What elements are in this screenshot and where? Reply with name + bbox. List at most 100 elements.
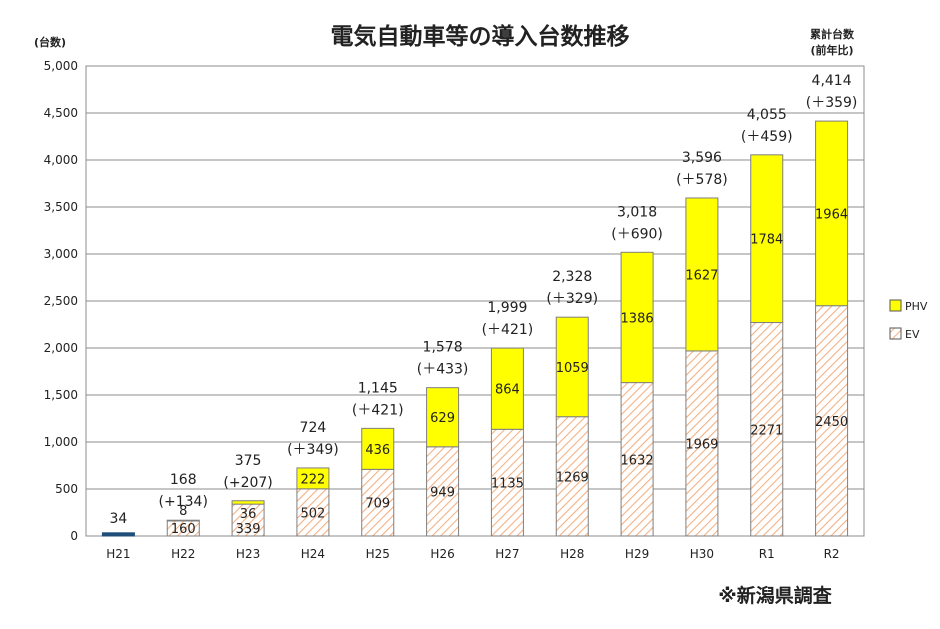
source-note: ※新潟県調査 bbox=[718, 584, 832, 607]
x-tick-label: H23 bbox=[236, 547, 260, 561]
phv-value-label: 864 bbox=[495, 383, 520, 398]
legend-label-ev: EV bbox=[905, 328, 920, 341]
chart-title: 電気自動車等の導入台数推移 bbox=[331, 23, 630, 50]
change-label: (＋459) bbox=[741, 129, 793, 145]
bar-ev bbox=[555, 416, 589, 537]
x-tick-label: H28 bbox=[560, 547, 584, 561]
bar-ev bbox=[750, 322, 784, 537]
phv-value-label: 1386 bbox=[621, 311, 654, 326]
total-label: 2,328 bbox=[552, 269, 592, 285]
total-label: 375 bbox=[235, 453, 262, 469]
bar-ev bbox=[296, 488, 330, 537]
y-tick-label: 3,500 bbox=[44, 200, 78, 214]
corner-label-line1: 累計台数 bbox=[810, 27, 855, 41]
change-label: (＋349) bbox=[287, 442, 339, 458]
corner-label-line2: (前年比) bbox=[810, 43, 853, 57]
total-label: 34 bbox=[110, 511, 128, 527]
total-label: 1,145 bbox=[358, 380, 398, 396]
y-tick-label: 0 bbox=[70, 529, 78, 543]
ev-value-label: 339 bbox=[236, 522, 261, 537]
ev-value-label: 1632 bbox=[621, 453, 654, 468]
ev-value-label: 709 bbox=[365, 497, 390, 512]
ev-value-label: 2271 bbox=[750, 423, 783, 438]
bar-phv bbox=[296, 467, 330, 490]
legend: PHV EV bbox=[889, 299, 928, 341]
change-label: (+134) bbox=[159, 494, 208, 510]
ev-value-label: 1269 bbox=[556, 470, 589, 485]
x-tick-label: H22 bbox=[171, 547, 195, 561]
x-tick-label: R2 bbox=[824, 547, 840, 561]
x-tick-label: R1 bbox=[759, 547, 775, 561]
x-tick-label: H30 bbox=[690, 547, 714, 561]
y-tick-label: 2,000 bbox=[44, 341, 78, 355]
change-label: (+207) bbox=[223, 475, 272, 491]
ev-value-label: 2450 bbox=[815, 415, 848, 430]
total-label: 4,414 bbox=[812, 73, 852, 89]
change-label: (＋421) bbox=[482, 322, 534, 338]
bar-phv bbox=[620, 251, 654, 384]
ev-value-label: 1135 bbox=[491, 477, 524, 492]
y-tick-label: 4,500 bbox=[44, 106, 78, 120]
bars bbox=[101, 120, 849, 537]
phv-value-label: 8 bbox=[179, 504, 187, 519]
change-label: (＋329) bbox=[546, 291, 598, 307]
bar-phv bbox=[815, 120, 849, 307]
axes bbox=[85, 65, 865, 537]
y-tick-label: 1,500 bbox=[44, 388, 78, 402]
bar-phv bbox=[361, 427, 395, 470]
phv-value-label: 1964 bbox=[815, 207, 848, 222]
change-label: (＋421) bbox=[352, 402, 404, 418]
x-tick-label: H27 bbox=[495, 547, 519, 561]
y-tick-label: 5,000 bbox=[44, 59, 78, 73]
x-tick-label: H25 bbox=[366, 547, 390, 561]
total-label: 1,999 bbox=[487, 300, 527, 316]
bar-phv bbox=[685, 197, 719, 352]
bar-ev bbox=[620, 382, 654, 537]
change-label: (＋578) bbox=[676, 172, 728, 188]
y-tick-label: 500 bbox=[55, 482, 78, 496]
x-tick-label: H26 bbox=[430, 547, 454, 561]
ev-value-label: 949 bbox=[430, 485, 455, 500]
x-tick-label: H21 bbox=[106, 547, 130, 561]
x-tick-label: H29 bbox=[625, 547, 649, 561]
bar-phv bbox=[750, 154, 784, 324]
y-axis-label: (台数) bbox=[34, 35, 66, 49]
bar-ev bbox=[490, 428, 524, 537]
bar-phv bbox=[231, 500, 265, 505]
phv-value-label: 436 bbox=[365, 443, 390, 458]
y-tick-label: 4,000 bbox=[44, 153, 78, 167]
change-label: (＋359) bbox=[806, 95, 858, 111]
labels: 0 500 1,000 1,500 2,000 2,500 3,000 3,500 4,000 4… bbox=[44, 59, 858, 561]
change-label: (＋433) bbox=[417, 362, 469, 378]
phv-value-label: 36 bbox=[240, 507, 257, 522]
ev-value-label: 1969 bbox=[685, 437, 718, 452]
change-label: (＋690) bbox=[611, 226, 663, 242]
y-tick-label: 2,500 bbox=[44, 294, 78, 308]
plot-frame bbox=[85, 65, 865, 537]
bar-phv bbox=[490, 347, 524, 430]
phv-value-label: 1784 bbox=[750, 233, 783, 248]
phv-value-label: 1627 bbox=[685, 268, 718, 283]
legend-label-phv: PHV bbox=[905, 300, 928, 313]
bar-phv bbox=[555, 316, 589, 418]
bar-ev bbox=[101, 532, 135, 537]
legend-swatch-phv bbox=[889, 299, 902, 312]
bar-phv bbox=[426, 387, 460, 448]
bar-phv bbox=[166, 519, 200, 522]
phv-value-label: 629 bbox=[430, 411, 455, 426]
total-label: 3,018 bbox=[617, 204, 657, 220]
phv-value-label: 222 bbox=[301, 472, 326, 487]
total-label: 1,578 bbox=[423, 340, 463, 356]
ev-value-label: 502 bbox=[301, 506, 326, 521]
total-label: 4,055 bbox=[747, 107, 787, 123]
bar-ev bbox=[815, 305, 849, 537]
bar-ev bbox=[361, 468, 395, 537]
total-label: 168 bbox=[170, 472, 197, 488]
bar-ev bbox=[426, 446, 460, 537]
total-label: 724 bbox=[300, 420, 327, 436]
phv-value-label: 1059 bbox=[556, 361, 589, 376]
bar-ev bbox=[685, 350, 719, 537]
total-label: 3,596 bbox=[682, 150, 722, 166]
y-tick-label: 3,000 bbox=[44, 247, 78, 261]
